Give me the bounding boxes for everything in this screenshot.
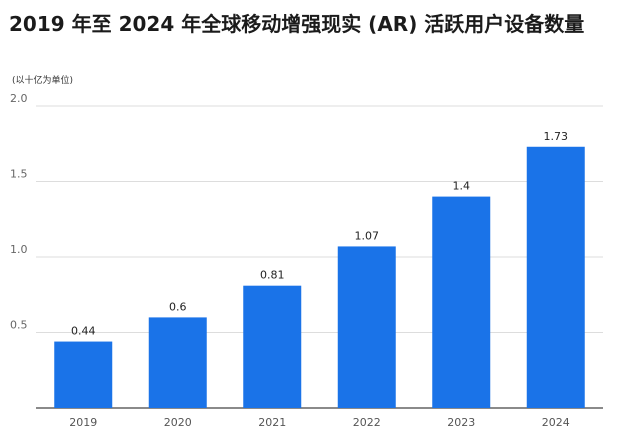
data-label: 0.6	[169, 300, 187, 313]
y-tick-label: 2.0	[10, 92, 28, 105]
bar	[243, 285, 302, 408]
data-label: 1.73	[544, 130, 569, 143]
data-label: 1.4	[453, 180, 471, 193]
x-tick-label: 2023	[447, 416, 475, 429]
y-tick-label: 1.0	[10, 243, 28, 256]
x-tick-label: 2024	[542, 416, 570, 429]
bar	[148, 317, 207, 408]
x-tick-label: 2019	[69, 416, 97, 429]
y-tick-label: 1.5	[10, 168, 28, 181]
bar	[432, 196, 491, 408]
bar	[526, 146, 585, 408]
label-layer: 0.5 1.0 1.5 2.0 0.44 2019 0.6 2020 0.81 2021 1.07 2…	[10, 92, 570, 429]
unit-note: (以十亿为单位)	[12, 76, 74, 86]
y-tick-label: 0.5	[10, 319, 28, 332]
chart-title: 2019 年至 2024 年全球移动增强现实 (AR) 活跃用户设备数量	[9, 12, 585, 36]
data-label: 1.07	[355, 229, 380, 242]
x-tick-label: 2022	[353, 416, 381, 429]
data-label: 0.44	[71, 325, 96, 338]
x-tick-label: 2020	[164, 416, 192, 429]
bar	[337, 246, 396, 408]
x-tick-label: 2021	[258, 416, 286, 429]
data-label: 0.81	[260, 269, 285, 282]
grid-layer	[36, 105, 603, 409]
bar-layer	[54, 146, 585, 408]
bar	[54, 341, 113, 408]
